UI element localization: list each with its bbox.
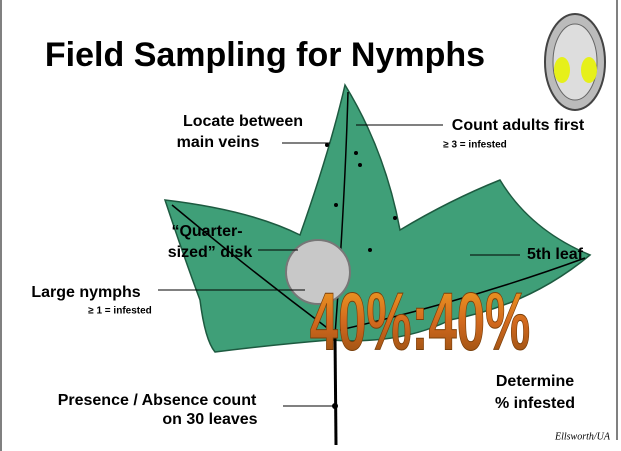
label: 5th leaf (527, 246, 584, 263)
pointer-dot (332, 403, 338, 409)
label: % infested (495, 395, 575, 412)
note: ≥ 1 = infested (88, 306, 152, 317)
label: “Quarter- (171, 223, 242, 240)
label: Large nymphs (31, 284, 140, 301)
label: Presence / Absence count (58, 392, 257, 409)
ratio-text: 40%:40% (310, 276, 530, 367)
label: Determine (496, 373, 574, 390)
slide: Field Sampling for Nymphs 40%:40% Locate… (0, 0, 621, 451)
label: Count adults first (452, 117, 585, 134)
label: Locate between (183, 113, 303, 130)
title: Field Sampling for Nymphs (45, 36, 485, 74)
label: on 30 leaves (162, 411, 257, 428)
credit: Ellsworth/UA (554, 431, 611, 442)
label: sized” disk (168, 244, 253, 261)
note: ≥ 3 = infested (443, 140, 507, 151)
label: main veins (177, 134, 260, 151)
insect (545, 14, 605, 110)
